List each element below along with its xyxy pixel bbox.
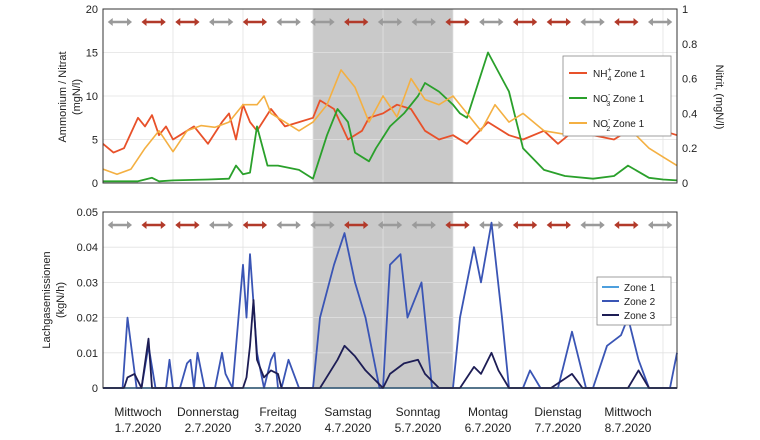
red-arrow (344, 221, 369, 229)
y-tick-label: 0 (92, 383, 98, 395)
gray-arrow (209, 221, 234, 229)
gray-arrow (647, 18, 673, 26)
gray-arrow (479, 18, 504, 26)
legend-box-top (562, 55, 672, 137)
day-date-label: 2.7.2020 (185, 421, 232, 435)
x-axis-day-labels: Mittwoch 1.7.2020 Donnerstag 2.7.2020 Freita… (114, 405, 651, 435)
gray-arrow (377, 18, 403, 26)
red-arrow (175, 221, 200, 229)
y2-ticks-top: 0 0.2 0.4 0.6 0.8 1 (682, 4, 697, 190)
ylabel-unit-top: (mgN/l) (71, 79, 83, 115)
red-arrow (614, 18, 639, 26)
red-arrow (512, 18, 538, 26)
y2-tick-label: 0.2 (682, 143, 697, 155)
day-name-label: Sonntag (396, 405, 441, 419)
gray-arrow (377, 221, 403, 229)
plot-frame-bottom (102, 211, 678, 389)
legend-entry: NO-3 Zone 1 (593, 92, 645, 108)
legend-entry: Zone 2 (624, 297, 656, 308)
gray-arrow (107, 221, 133, 229)
y-ticks-top: 0 5 10 15 20 (86, 4, 98, 190)
series-line-3 (102, 69, 678, 176)
gray-arrow (209, 18, 234, 26)
gray-arrow (647, 221, 673, 229)
day-name-label: Freitag (259, 405, 296, 419)
legend-top: NH+ 4 Zone 1 NO-3 Zone 1 NO-2 Zone 1 (562, 55, 672, 137)
red-arrow (445, 18, 470, 26)
plot-frame-top (102, 8, 678, 184)
y-tick-label: 15 (86, 48, 98, 60)
day-name-label: Dienstag (534, 405, 581, 419)
y-tick-label: 0.02 (77, 313, 98, 325)
red-arrow (546, 18, 571, 26)
y2-tick-label: 0.6 (682, 74, 697, 86)
day-name-label: Samstag (324, 405, 371, 419)
day-date-label: 1.7.2020 (115, 421, 162, 435)
y2-tick-label: 0 (682, 178, 688, 190)
legend-entry: NH+ 4 Zone 1 (593, 67, 646, 83)
day-name-label: Mittwoch (604, 405, 651, 419)
day-name-label: Donnerstag (177, 405, 239, 419)
legend-entry: NO-2 Zone 1 (593, 117, 645, 133)
y-tick-label: 10 (86, 91, 98, 103)
y-tick-label: 0.03 (77, 277, 98, 289)
y2-tick-label: 0.4 (682, 108, 697, 120)
y-tick-label: 0.01 (77, 348, 98, 360)
day-date-label: 5.7.2020 (395, 421, 442, 435)
red-arrow (242, 18, 268, 26)
legend-entry: Zone 1 (624, 283, 656, 294)
y2-tick-label: 1 (682, 4, 688, 16)
y-ticks-bottom: 0 0.01 0.02 0.03 0.04 0.05 (77, 207, 98, 395)
red-arrow (141, 221, 166, 229)
day-name-label: Mittwoch (114, 405, 161, 419)
legend-bottom: Zone 1 Zone 2 Zone 3 (596, 276, 672, 326)
arrows-top (107, 18, 673, 26)
day-date-label: 3.7.2020 (255, 421, 302, 435)
gray-arrow (276, 18, 301, 26)
gray-arrow (276, 221, 301, 229)
y2-tick-label: 0.8 (682, 39, 697, 51)
day-date-label: 7.7.2020 (535, 421, 582, 435)
gray-arrow (580, 221, 605, 229)
day-name-label: Montag (468, 405, 508, 419)
ylabel-bottom: Lachgasemissionen (41, 251, 53, 348)
red-arrow (546, 221, 571, 229)
red-arrow (141, 18, 166, 26)
gray-arrow (580, 18, 605, 26)
ylabel-top: Ammonium / Nitrat (57, 51, 69, 142)
y-tick-label: 0 (92, 178, 98, 190)
panel-nitrogen: 0 5 10 15 20 0 0.2 0.4 0.6 0.8 1 Ammonium / Nitra… (57, 4, 725, 190)
gray-arrow (411, 18, 436, 26)
gray-arrow (411, 221, 436, 229)
day-date-label: 8.7.2020 (605, 421, 652, 435)
day-date-label: 4.7.2020 (325, 421, 372, 435)
gray-arrow (310, 18, 335, 26)
legend-entry: Zone 3 (624, 311, 656, 322)
series-top (102, 51, 678, 183)
gray-arrow (310, 221, 335, 229)
red-arrow (175, 18, 200, 26)
ylabel-unit-bottom: (kgN/h) (55, 282, 67, 318)
red-arrow (512, 221, 538, 229)
panel-n2o: 00.010.020.030.040.05 Lachgasemissionen … (41, 207, 678, 395)
y-tick-label: 20 (86, 4, 98, 16)
red-arrow (614, 221, 639, 229)
day-date-label: 6.7.2020 (465, 421, 512, 435)
y-tick-label: 5 (92, 135, 98, 147)
red-arrow (242, 221, 268, 229)
red-arrow (344, 18, 369, 26)
red-arrow (445, 221, 470, 229)
series-line-2 (103, 51, 678, 183)
y-tick-label: 0.05 (77, 207, 98, 219)
y-tick-label: 0.04 (77, 242, 98, 254)
gray-arrow (107, 18, 133, 26)
y2label-top: Nitrit, (mgN/l) (713, 65, 725, 130)
